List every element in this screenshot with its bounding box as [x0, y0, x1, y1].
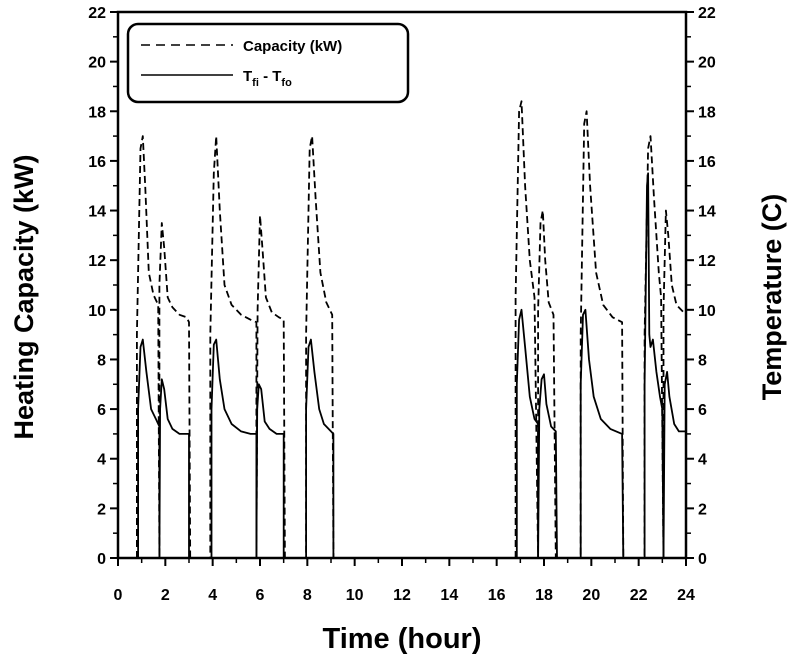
series-layer — [136, 100, 686, 559]
x-tick-label: 20 — [582, 587, 600, 604]
y-tick-label: 8 — [97, 352, 106, 369]
series-temp-diff-line — [137, 172, 686, 559]
y2-tick-label: 8 — [698, 352, 707, 369]
y2-axis-label: Temperature (C) — [757, 194, 787, 401]
x-tick-label: 14 — [440, 587, 458, 604]
y2-tick-label: 20 — [698, 55, 716, 72]
y-tick-label: 0 — [97, 551, 106, 568]
x-tick-label: 2 — [161, 587, 170, 604]
y2-tick-label: 6 — [698, 402, 707, 419]
y-tick-label: 10 — [88, 303, 106, 320]
x-tick-label: 16 — [488, 587, 506, 604]
legend-t1: T — [243, 68, 252, 85]
x-tick-label: 22 — [630, 587, 648, 604]
y2-tick-label: 2 — [698, 501, 707, 518]
y-tick-label: 18 — [88, 104, 106, 121]
y-tick-label: 14 — [88, 204, 106, 221]
x-tick-label: 4 — [208, 587, 217, 604]
y-tick-label: 20 — [88, 55, 106, 72]
legend-label-temp-diff: Tfi - Tfo — [243, 68, 292, 89]
y2-tick-label: 0 — [698, 551, 707, 568]
x-tick-label: 24 — [677, 587, 695, 604]
legend-box — [126, 22, 410, 104]
y2-tick-label: 4 — [698, 452, 707, 469]
x-tick-label: 6 — [256, 587, 265, 604]
y2-tick-label: 18 — [698, 104, 716, 121]
y-axis-label: Heating Capacity (kW) — [9, 154, 39, 439]
y2-tick-label: 16 — [698, 154, 716, 171]
y-tick-label: 22 — [88, 5, 106, 22]
legend-mid: - T — [259, 68, 282, 85]
legend-sub-fo: fo — [281, 77, 292, 89]
x-tick-label: 10 — [346, 587, 364, 604]
legend-sub-fi: fi — [252, 77, 259, 89]
x-tick-label: 8 — [303, 587, 312, 604]
x-tick-label: 0 — [114, 587, 123, 604]
y-tick-label: 12 — [88, 253, 106, 270]
y-tick-label: 6 — [97, 402, 106, 419]
plot-frame — [116, 10, 688, 560]
y-tick-label: 2 — [97, 501, 106, 518]
x-tick-label: 12 — [393, 587, 411, 604]
y-tick-label: 4 — [97, 452, 106, 469]
y2-tick-label: 10 — [698, 303, 716, 320]
legend: Capacity (kW) Tfi - Tfo — [126, 22, 410, 104]
y-tick-label: 16 — [88, 154, 106, 171]
x-tick-label: 18 — [535, 587, 553, 604]
y2-tick-label: 22 — [698, 5, 716, 22]
legend-label-capacity: Capacity (kW) — [243, 38, 342, 55]
y2-tick-label: 12 — [698, 253, 716, 270]
x-axis-label: Time (hour) — [323, 623, 482, 655]
series-capacity-line — [136, 100, 686, 559]
y2-tick-label: 14 — [698, 204, 716, 221]
